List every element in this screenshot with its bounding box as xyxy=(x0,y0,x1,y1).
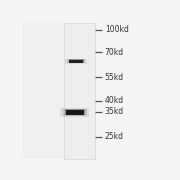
Bar xyxy=(67,59,85,63)
Bar xyxy=(65,109,85,115)
Bar xyxy=(60,108,89,117)
Bar xyxy=(65,59,87,64)
Bar xyxy=(63,109,87,116)
Text: 40kd: 40kd xyxy=(105,96,124,105)
Bar xyxy=(22,23,64,159)
Text: 70kd: 70kd xyxy=(105,48,124,57)
Text: 35kd: 35kd xyxy=(105,107,124,116)
Bar xyxy=(69,59,84,63)
Text: 55kd: 55kd xyxy=(105,73,124,82)
Bar xyxy=(66,110,84,115)
Text: 25kd: 25kd xyxy=(105,132,124,141)
Bar xyxy=(64,23,95,159)
Bar xyxy=(69,60,83,63)
Text: 100kd: 100kd xyxy=(105,25,129,34)
